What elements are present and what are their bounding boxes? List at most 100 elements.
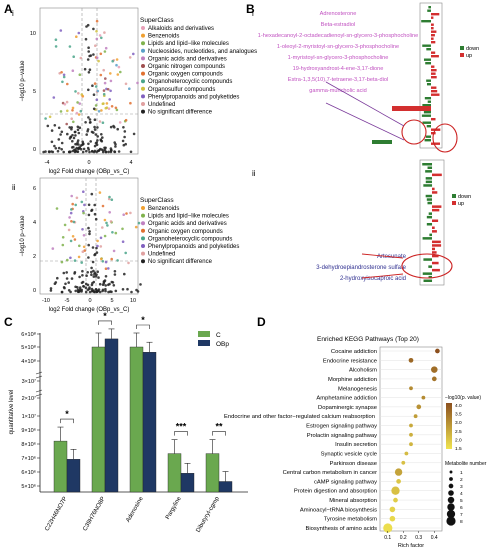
volcano-point: [62, 150, 65, 154]
volcano-point: [96, 89, 100, 93]
volcano-point: [89, 54, 93, 57]
fold-change-bar: [421, 20, 431, 23]
volcano-point: [126, 287, 129, 291]
b-legend-swatch: [452, 194, 456, 198]
volcano-ii-ylabel: −log10 p−value: [20, 215, 26, 257]
volcano-point: [70, 126, 73, 129]
kegg-size-label: 2: [460, 477, 463, 483]
volcano-ii-xlabel: log2 Fold change (OBp_vs_C): [49, 307, 130, 313]
panel-b-i-frame: [419, 2, 443, 149]
volcano-point: [68, 137, 72, 140]
volcano-ii-xtick-4: 10: [130, 298, 136, 304]
pathway-label: Protein digestion and absorption: [294, 489, 377, 495]
fold-change-bar: [423, 184, 433, 187]
volcano-point: [109, 89, 112, 93]
volcano-point: [101, 136, 104, 139]
volcano-point: [61, 243, 65, 247]
fold-change-bar: [431, 16, 434, 19]
volcano-point: [97, 110, 101, 113]
fold-change-bar: [432, 230, 437, 233]
kegg-color-tick: 3.0: [455, 420, 462, 426]
volcano-point: [103, 234, 107, 238]
volcano-point: [63, 286, 66, 290]
volcano-point: [82, 285, 85, 288]
volcano-point: [62, 75, 66, 79]
fold-change-bar: [428, 6, 431, 9]
volcano-point: [101, 150, 105, 154]
volcano-point: [91, 84, 94, 87]
pathway-label: Melanogenesis: [338, 386, 377, 392]
volcano-point: [90, 270, 93, 274]
legend-swatch: [141, 251, 145, 256]
volcano-point: [124, 251, 127, 255]
bar-y-ticks: 5×10⁶ 6×10⁶ 7×10⁶ 8×10⁶ 9×10⁶ 1×10⁷ 2×10⁷ 3×10⁷…: [21, 331, 43, 490]
volcano-point: [105, 221, 108, 225]
volcano-point: [98, 34, 102, 37]
legend-swatch: [141, 41, 145, 46]
fold-change-bar: [431, 69, 437, 72]
significance-mark: *: [141, 315, 145, 325]
fold-change-bar: [426, 79, 431, 82]
kegg-point: [389, 506, 396, 513]
pathway-label: Morphine addiction: [328, 377, 377, 383]
fold-change-bar: [431, 23, 434, 26]
fold-change-bar: [422, 163, 433, 166]
volcano-point: [93, 125, 96, 129]
kegg-size-swatch: [446, 516, 456, 526]
significance-mark: *: [65, 409, 69, 419]
volcano-i-legend: Alkaloids and derivatives BenzenoidsLipid…: [141, 26, 257, 116]
volcano-point: [99, 138, 103, 141]
volcano-point: [81, 150, 85, 154]
kegg-points: [383, 348, 440, 533]
kegg-point: [408, 357, 414, 363]
volcano-point: [87, 46, 90, 49]
volcano-point: [75, 111, 79, 115]
kegg-size-label: 8: [460, 519, 463, 525]
volcano-point: [122, 126, 125, 129]
fold-change-bar: [426, 215, 433, 219]
fold-change-bar: [422, 44, 431, 47]
volcano-point: [111, 59, 114, 63]
volcano-point: [87, 226, 90, 230]
volcano-point: [109, 79, 113, 83]
volcano-point: [67, 289, 71, 292]
fold-change-bar: [431, 37, 434, 40]
volcano-point: [92, 53, 95, 56]
fold-change-bar: [431, 72, 436, 75]
volcano-point: [88, 68, 92, 71]
volcano-point: [95, 251, 99, 254]
bar-obp: [218, 481, 233, 493]
fold-change-bar: [432, 254, 439, 258]
volcano-point: [102, 68, 105, 72]
fold-change-bar: [431, 13, 440, 16]
volcano-point: [112, 249, 116, 253]
volcano-point: [87, 116, 90, 119]
volcano-point: [117, 65, 121, 69]
volcano-point: [79, 56, 83, 60]
kegg-color-tick: 2.5: [455, 429, 462, 435]
volcano-point: [96, 135, 99, 138]
volcano-point: [107, 150, 110, 154]
volcano-point: [115, 58, 119, 61]
kegg-x-ticks: 0.1 0.2 0.3 0.4: [384, 531, 438, 541]
volcano-point: [103, 81, 107, 85]
volcano-i-ylabel: −log10 p−value: [20, 60, 26, 102]
y-tick-label: 5×10⁸: [21, 344, 36, 351]
volcano-point: [68, 45, 72, 48]
fold-change-bar: [426, 48, 432, 51]
volcano-point: [85, 149, 88, 153]
volcano-point: [98, 282, 102, 286]
bar-legend-label: C: [216, 332, 221, 339]
volcano-point: [93, 128, 97, 131]
significance-mark: ***: [176, 422, 187, 432]
volcano-point: [107, 197, 111, 201]
volcano-point: [123, 135, 126, 139]
volcano-point: [104, 284, 107, 287]
volcano-point: [128, 56, 132, 59]
volcano-point: [76, 125, 80, 129]
volcano-point: [53, 144, 56, 148]
volcano-point: [107, 267, 110, 270]
legend-swatch: [141, 221, 145, 226]
volcano-point: [100, 133, 103, 136]
volcano-point: [75, 35, 78, 38]
